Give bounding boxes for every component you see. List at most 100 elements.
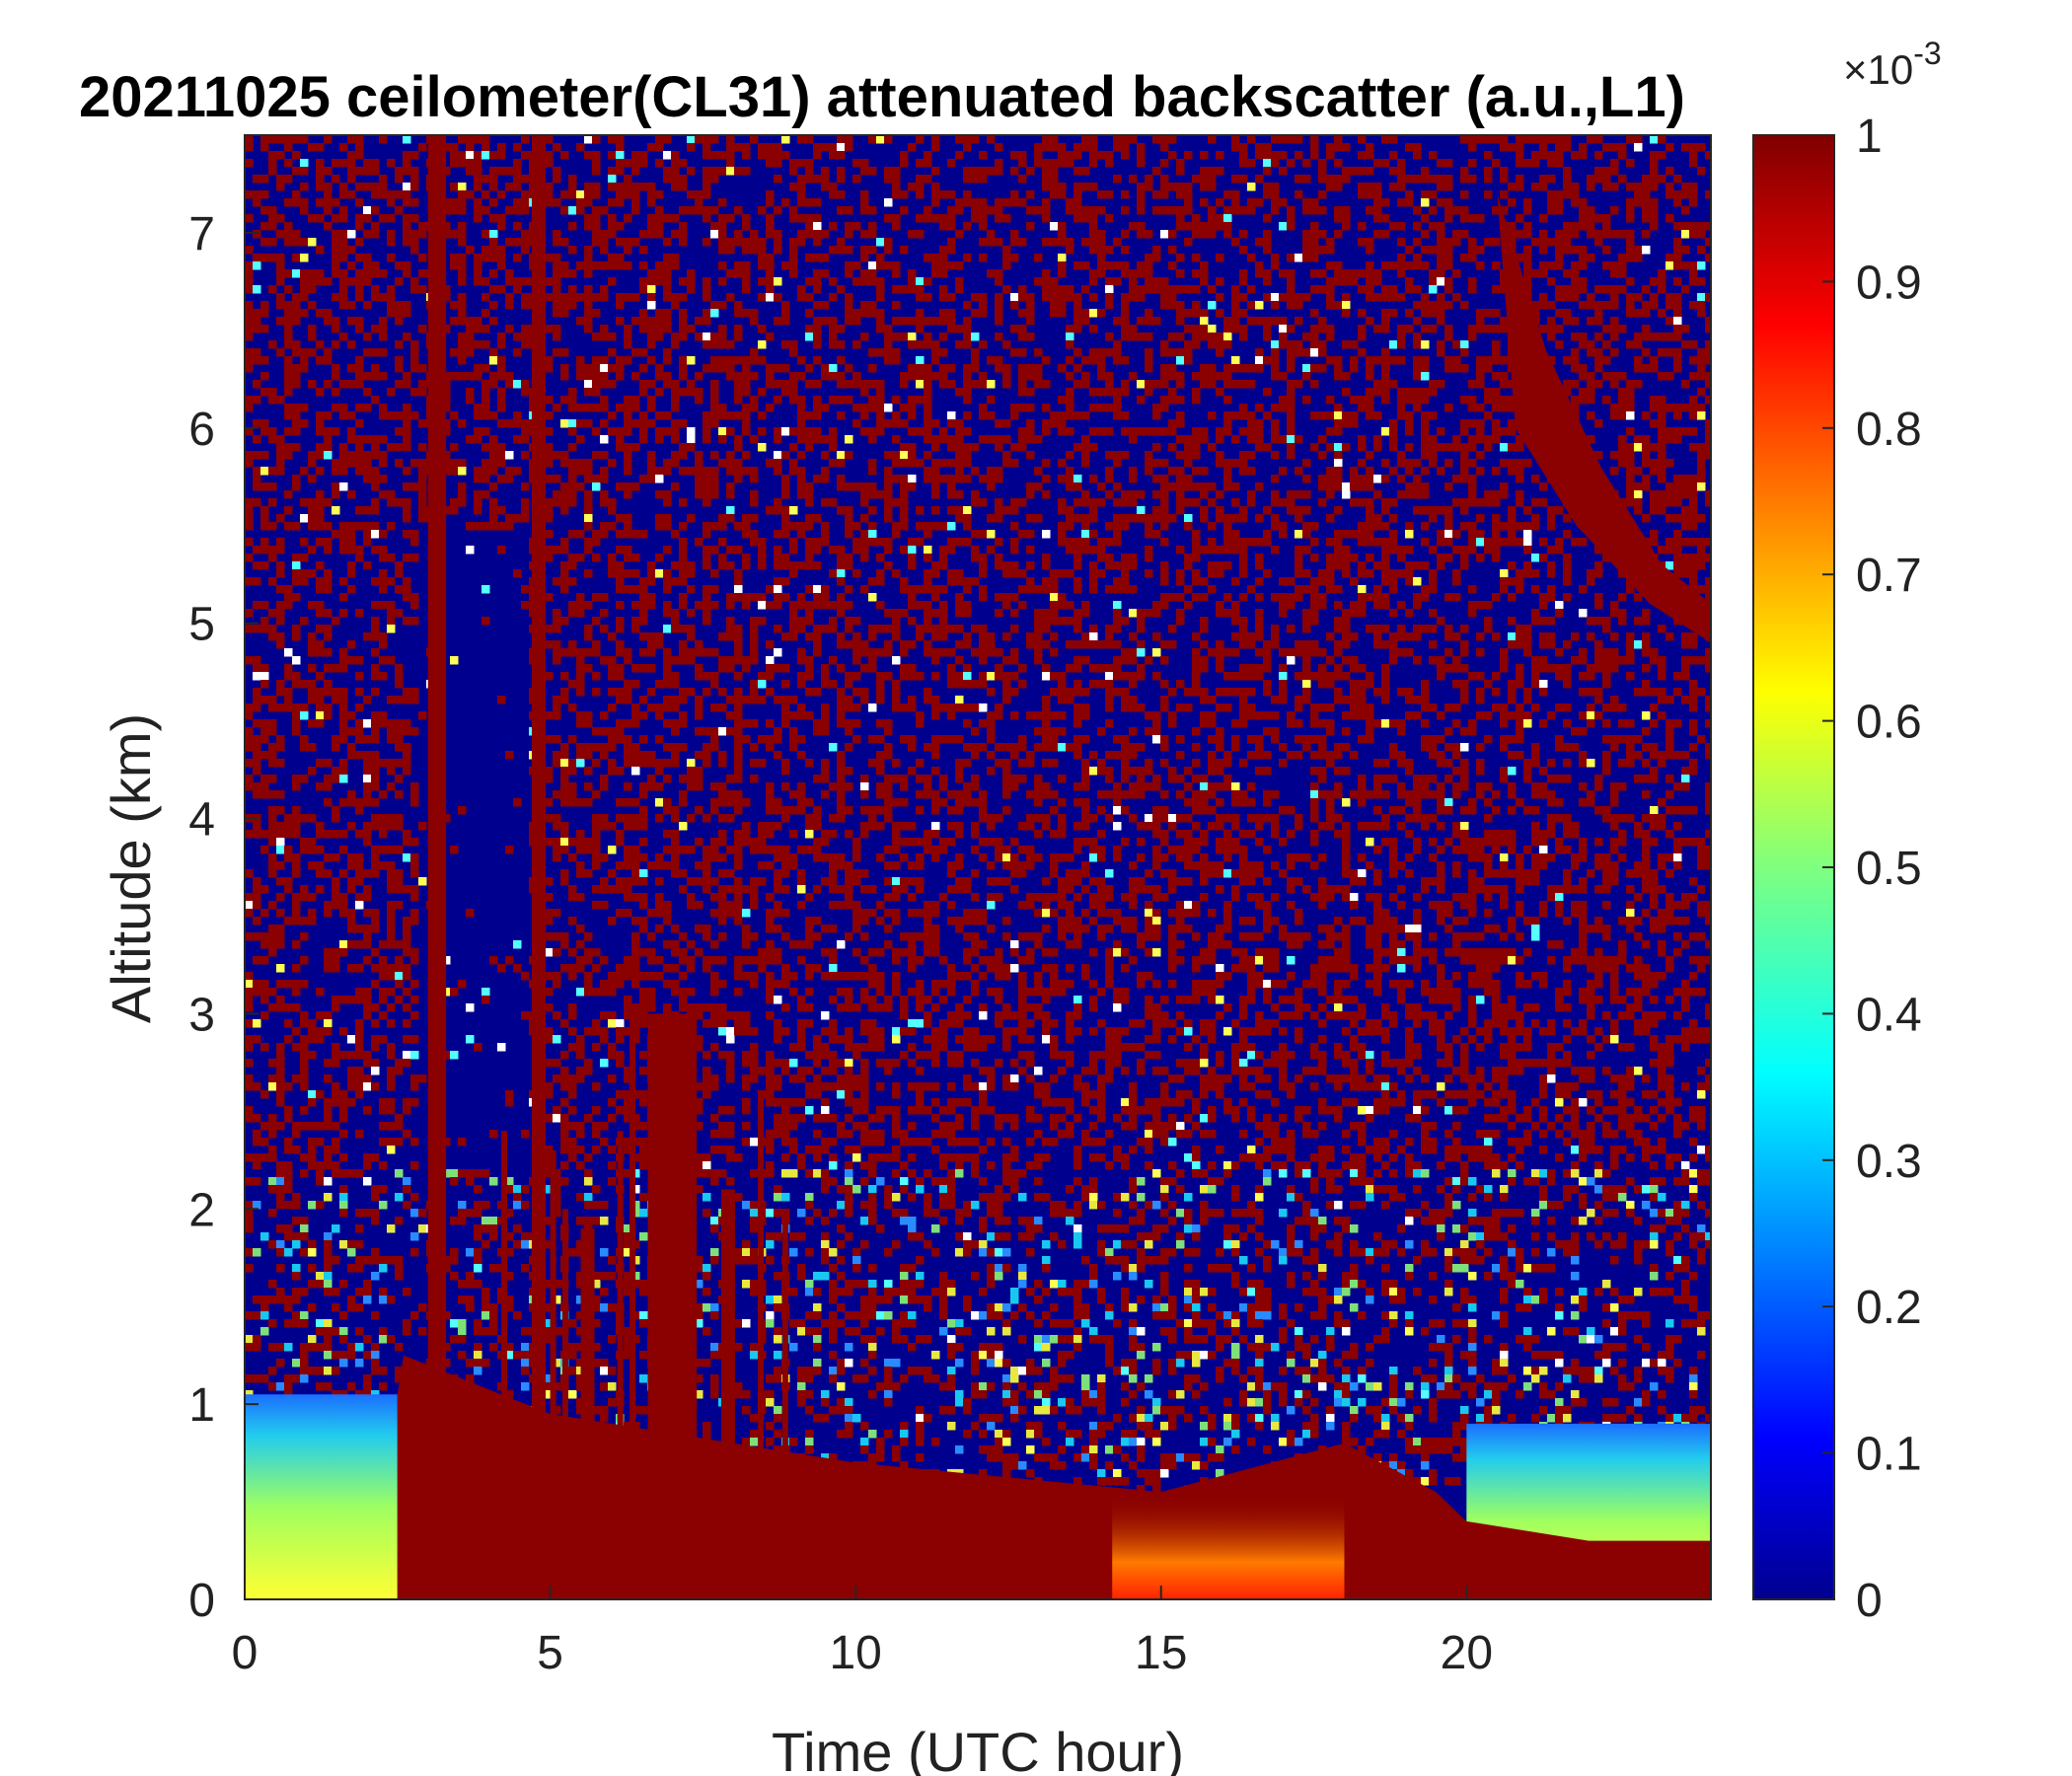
noise-cell (624, 719, 632, 728)
noise-cell (624, 404, 632, 412)
noise-cell (781, 703, 790, 712)
noise-cell (821, 1217, 830, 1225)
noise-cell (276, 585, 285, 594)
noise-cell (584, 190, 593, 199)
noise-cell (395, 1122, 404, 1131)
noise-cell (774, 230, 782, 239)
noise-cell (734, 167, 743, 176)
noise-cell (758, 948, 767, 957)
noise-cell (403, 1035, 411, 1044)
noise-cell (371, 1343, 380, 1352)
noise-cell (276, 1098, 285, 1107)
noise-cell (276, 1082, 285, 1091)
noise-cell (371, 1003, 380, 1012)
noise-cell (418, 498, 427, 507)
noise-cell (316, 1122, 325, 1131)
noise-cell (545, 1090, 554, 1099)
noise-cell (245, 277, 254, 286)
noise-cell (592, 901, 601, 910)
noise-cell (710, 356, 719, 365)
noise-cell (639, 317, 648, 326)
noise-cell (766, 1146, 775, 1154)
noise-cell (576, 988, 585, 997)
noise-cell (624, 743, 632, 752)
noise-cell (466, 1295, 475, 1304)
noise-cell (292, 656, 301, 665)
noise-cell (758, 601, 767, 610)
noise-cell (513, 1185, 522, 1194)
noise-cell (631, 964, 640, 973)
noise-cell (308, 1153, 317, 1162)
noise-cell (639, 1153, 648, 1162)
noise-cell (363, 940, 372, 949)
noise-cell (324, 632, 333, 641)
noise-cell (268, 522, 277, 531)
noise-cell (553, 404, 561, 412)
noise-cell (639, 782, 648, 791)
noise-cell (750, 846, 759, 854)
noise-cell (647, 948, 656, 957)
noise-cell (442, 814, 451, 823)
noise-cell (418, 1209, 427, 1218)
noise-cell (726, 632, 735, 641)
noise-cell (576, 861, 585, 870)
noise-cell (292, 822, 301, 831)
noise-cell (505, 1232, 514, 1241)
noise-cell (821, 601, 830, 610)
noise-cell (450, 656, 459, 665)
noise-cell (553, 838, 561, 847)
noise-cell (797, 996, 806, 1004)
noise-cell (332, 1327, 340, 1336)
noise-cell (253, 190, 261, 199)
noise-cell (718, 814, 727, 823)
noise-cell (781, 1003, 790, 1012)
noise-cell (584, 632, 593, 641)
noise-cell (553, 230, 561, 239)
noise-cell (276, 175, 285, 184)
noise-cell (860, 1106, 869, 1115)
noise-cell (860, 696, 869, 704)
noise-cell (339, 727, 348, 736)
noise-cell (710, 585, 719, 594)
noise-cell (363, 1059, 372, 1068)
noise-cell (845, 1327, 853, 1336)
noise-cell (513, 175, 522, 184)
noise-cell (442, 1138, 451, 1147)
noise-cell (300, 1367, 309, 1375)
noise-cell (821, 522, 830, 531)
noise-cell (292, 869, 301, 878)
noise-cell (781, 1067, 790, 1075)
noise-cell (284, 230, 293, 239)
noise-cell (308, 348, 317, 357)
noise-cell (616, 640, 625, 649)
noise-cell (545, 625, 554, 633)
noise-cell (458, 1280, 467, 1289)
noise-cell (631, 1138, 640, 1147)
noise-cell (655, 569, 664, 578)
noise-cell (481, 404, 490, 412)
noise-cell (774, 956, 782, 965)
noise-cell (663, 238, 672, 247)
noise-cell (860, 269, 869, 278)
noise-cell (300, 1043, 309, 1052)
noise-cell (789, 1288, 798, 1296)
noise-cell (671, 419, 680, 428)
noise-cell (710, 735, 719, 744)
noise-cell (766, 861, 775, 870)
noise-cell (568, 640, 577, 649)
noise-cell (797, 411, 806, 420)
noise-cell (560, 206, 569, 215)
noise-cell (600, 325, 609, 333)
noise-cell (403, 214, 411, 223)
noise-cell (245, 656, 254, 665)
noise-cell (695, 333, 703, 341)
noise-cell (845, 988, 853, 997)
noise-cell (837, 1382, 846, 1391)
noise-cell (363, 538, 372, 547)
noise-cell (734, 656, 743, 665)
noise-cell (253, 1374, 261, 1383)
noise-cell (608, 333, 617, 341)
noise-cell (829, 364, 838, 373)
noise-cell (339, 1027, 348, 1036)
noise-cell (781, 380, 790, 389)
